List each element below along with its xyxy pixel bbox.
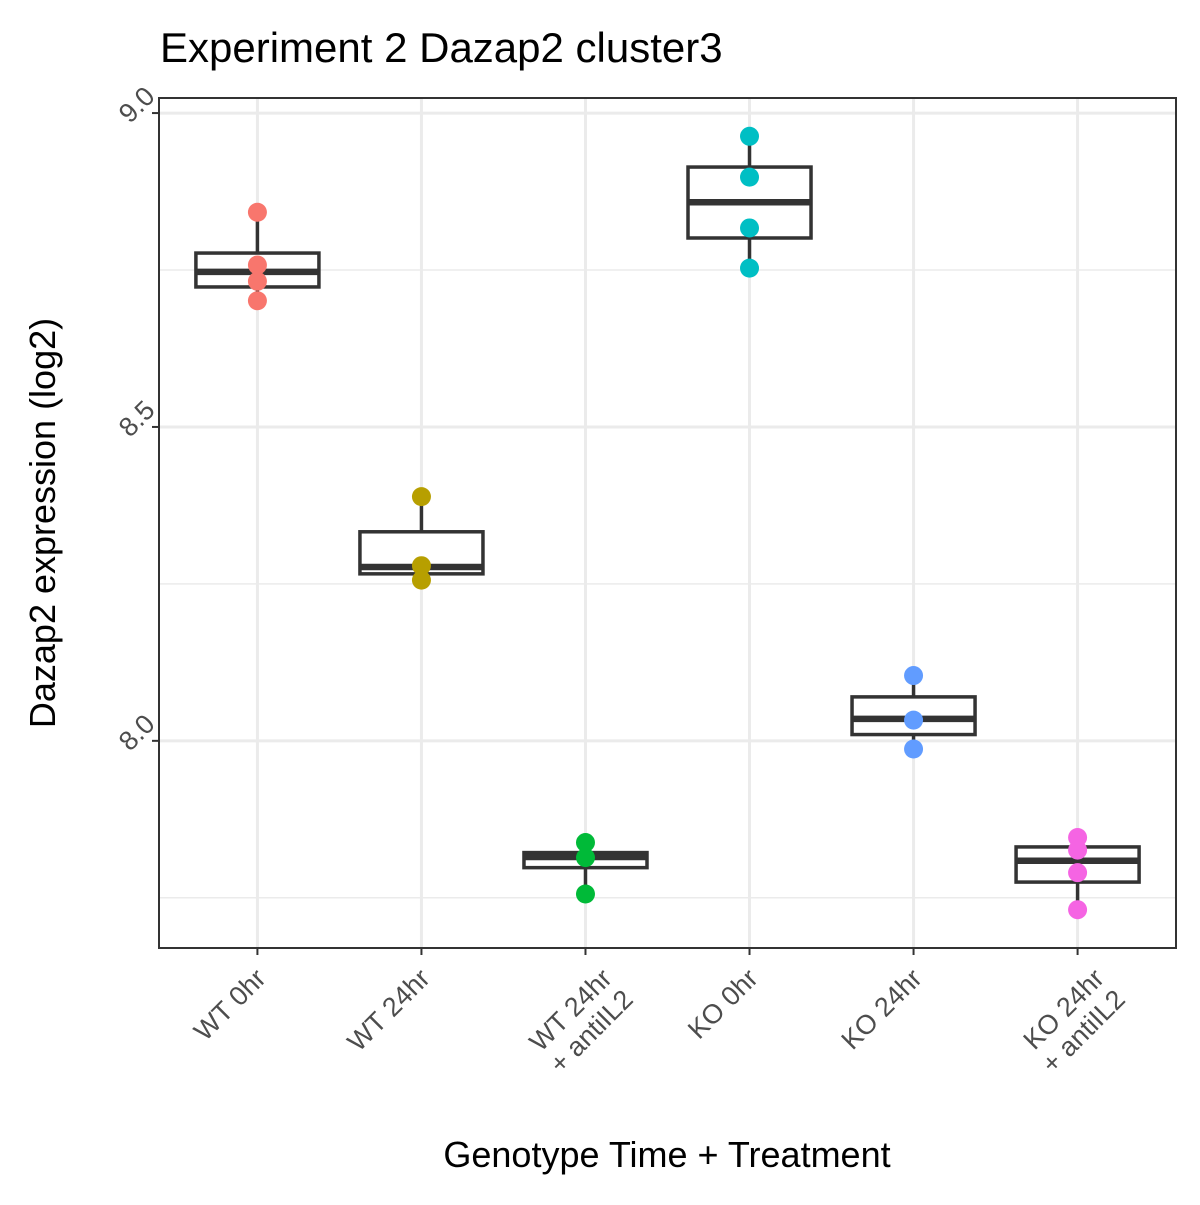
point xyxy=(1068,863,1088,883)
point xyxy=(740,218,760,238)
point xyxy=(575,833,595,853)
point xyxy=(1068,840,1088,860)
point xyxy=(411,570,431,590)
point xyxy=(904,710,924,730)
point xyxy=(247,255,267,275)
point xyxy=(904,739,924,759)
x-axis-title: Genotype Time + Treatment xyxy=(443,1134,890,1175)
point xyxy=(575,884,595,904)
chart-title: Experiment 2 Dazap2 cluster3 xyxy=(160,24,723,71)
point xyxy=(247,271,267,291)
y-axis-title: Dazap2 expression (log2) xyxy=(22,318,63,728)
point xyxy=(740,258,760,278)
point xyxy=(740,167,760,187)
point xyxy=(904,666,924,686)
point xyxy=(247,202,267,222)
point xyxy=(1068,900,1088,920)
point xyxy=(411,556,431,576)
point xyxy=(740,126,760,146)
point xyxy=(575,848,595,868)
plot-border xyxy=(158,97,1177,949)
point xyxy=(411,487,431,507)
point xyxy=(247,291,267,311)
